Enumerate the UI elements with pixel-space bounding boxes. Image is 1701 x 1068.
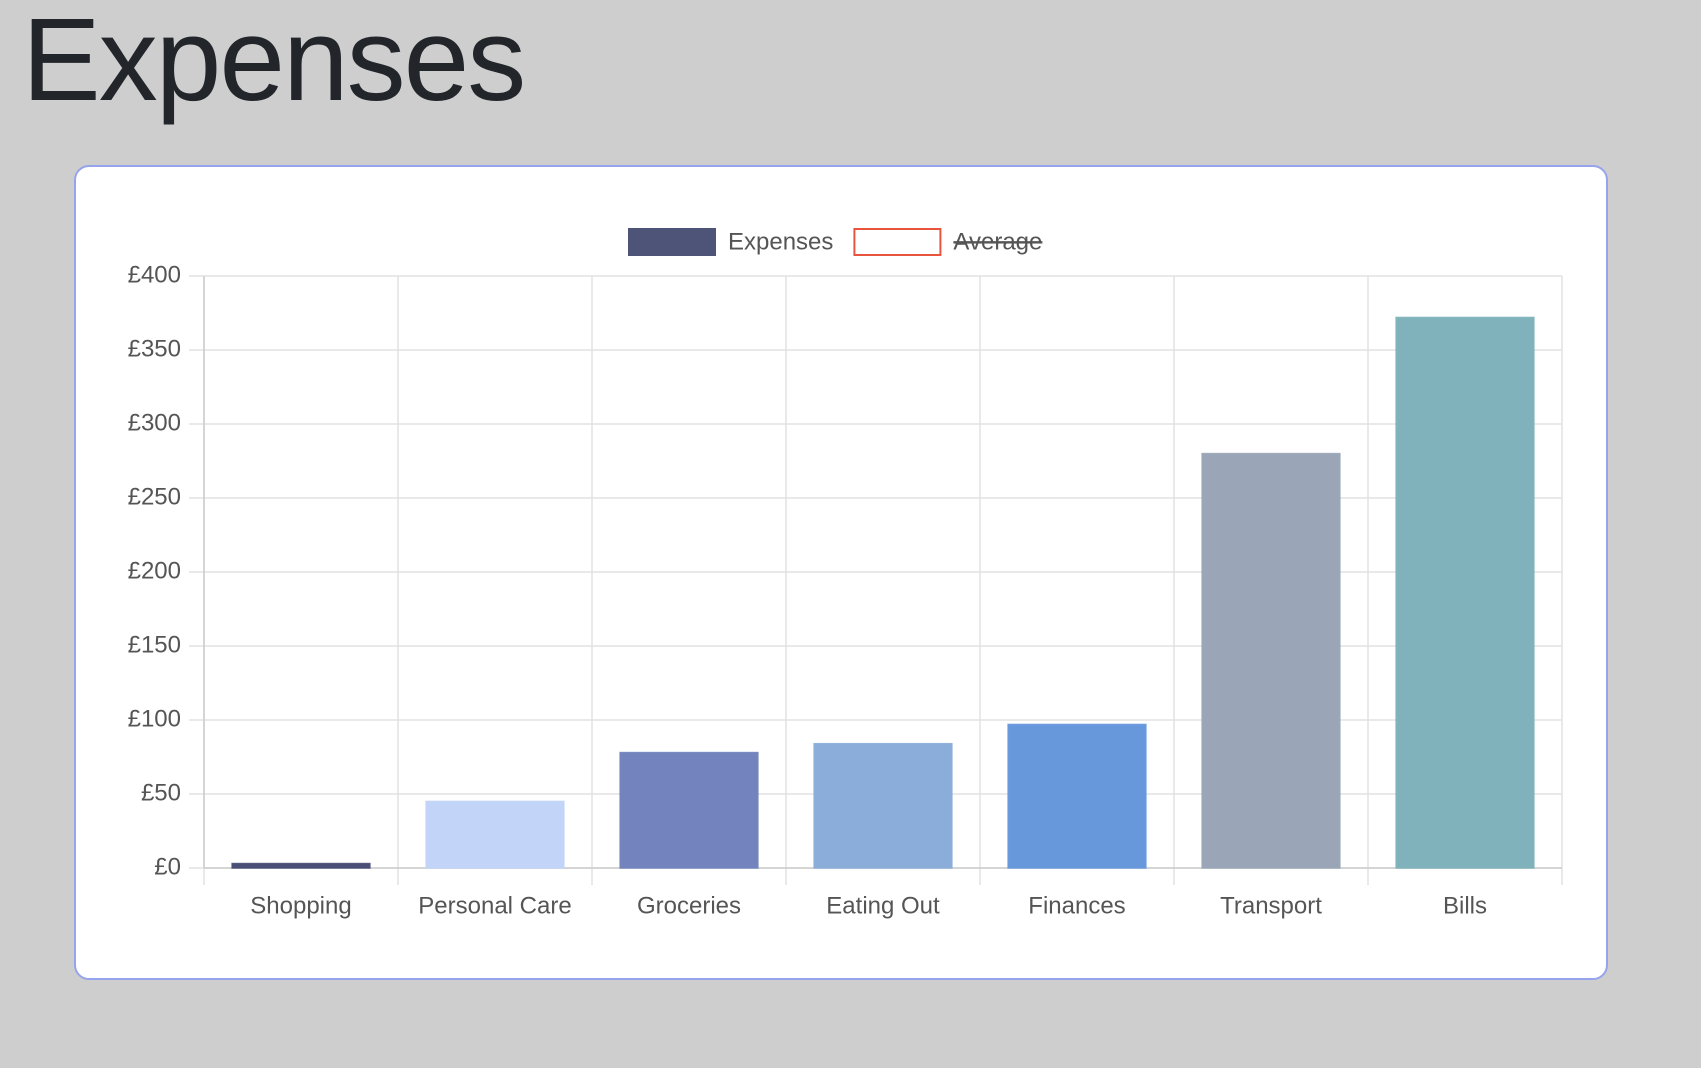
bar — [619, 751, 759, 869]
bar — [231, 862, 371, 869]
bar — [1395, 316, 1535, 869]
bar — [425, 800, 565, 869]
y-tick-label: £250 — [128, 483, 181, 510]
legend-label: Average — [953, 228, 1042, 255]
y-tick-label: £50 — [141, 779, 181, 806]
x-tick-label: Bills — [1443, 892, 1487, 919]
bar — [1201, 452, 1341, 869]
y-tick-label: £0 — [154, 853, 181, 880]
bar — [1007, 723, 1147, 869]
x-tick-label: Personal Care — [418, 892, 571, 919]
x-tick-label: Shopping — [250, 892, 351, 919]
legend-swatch — [853, 228, 942, 256]
y-tick-label: £200 — [128, 557, 181, 584]
x-tick-label: Eating Out — [826, 892, 940, 919]
x-tick-label: Transport — [1220, 892, 1322, 919]
x-tick-label: Finances — [1028, 892, 1125, 919]
y-tick-label: £300 — [128, 409, 181, 436]
x-tick-label: Groceries — [637, 892, 741, 919]
y-tick-label: £100 — [128, 705, 181, 732]
y-tick-label: £350 — [128, 335, 181, 362]
page-title: Expenses — [22, 0, 526, 126]
bar — [813, 742, 953, 869]
legend-swatch — [628, 228, 716, 256]
y-tick-label: £150 — [128, 631, 181, 658]
legend-label: Expenses — [728, 228, 833, 255]
y-tick-label: £400 — [128, 261, 181, 288]
